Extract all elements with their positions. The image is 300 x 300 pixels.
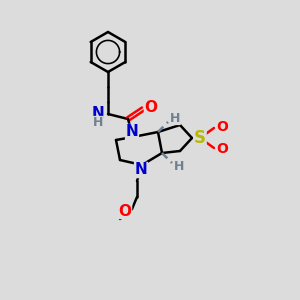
Text: N: N [135, 163, 147, 178]
Text: O: O [145, 100, 158, 115]
Text: S: S [194, 129, 206, 147]
Text: H: H [174, 160, 184, 173]
Text: O: O [216, 142, 228, 156]
Text: N: N [92, 106, 104, 122]
Text: O: O [118, 203, 131, 218]
Text: N: N [126, 124, 138, 140]
Text: H: H [170, 112, 180, 124]
Text: O: O [216, 120, 228, 134]
Text: H: H [93, 116, 103, 130]
